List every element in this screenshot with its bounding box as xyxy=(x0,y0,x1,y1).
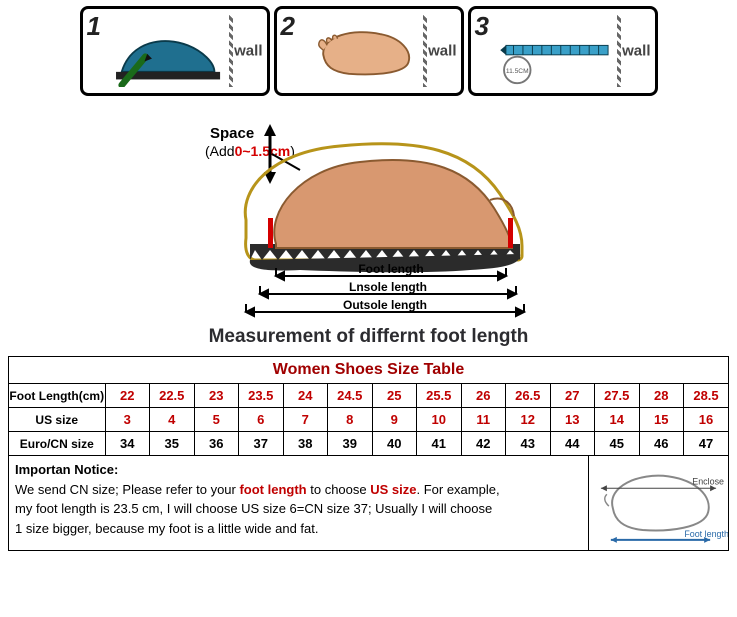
step-3-box: 3 wall 11.5CM xyxy=(468,6,658,96)
size-table-title: Women Shoes Size Table xyxy=(9,357,728,384)
step-3-wall-label: wall xyxy=(622,43,650,60)
step-2-illustration xyxy=(303,17,423,87)
svg-text:(Add0~1.5cm): (Add0~1.5cm) xyxy=(205,143,295,159)
insole-length-label: Lnsole length xyxy=(349,280,427,294)
step-3-wall-hatch xyxy=(617,15,621,87)
space-label-text: Space xyxy=(210,125,254,142)
row-foot-length-label: Foot Length(cm) xyxy=(9,384,105,408)
notice-heading-1: Importan xyxy=(15,462,71,477)
step-2-box: 2 wall xyxy=(274,6,464,96)
step-1-box: 1 wall xyxy=(80,6,270,96)
step-2-number: 2 xyxy=(281,11,295,42)
size-table-wrap: Women Shoes Size Table Foot Length(cm) 2… xyxy=(8,356,729,456)
space-label: Space xyxy=(210,125,254,142)
step-3-circle-label: 11.5CM xyxy=(505,68,528,75)
notice-text: Importan Notice: We send CN size; Please… xyxy=(9,456,588,550)
step-3-number: 3 xyxy=(475,11,489,42)
row-euro-size-label: Euro/CN size xyxy=(9,432,105,456)
measurement-steps-row: 1 wall 2 wall 3 wall xyxy=(0,0,737,96)
step-2-wall-hatch xyxy=(423,15,427,87)
diag-footlen-label: Foot length xyxy=(684,529,728,539)
main-foot-illustration: Space (Add0~1.5cm) xyxy=(0,100,737,330)
step-1-wall-label: wall xyxy=(234,43,262,60)
row-us-size-label: US size xyxy=(9,408,105,432)
step-1-number: 1 xyxy=(87,11,101,42)
step-2-wall-label: wall xyxy=(428,43,456,60)
diag-enclose-label: Enclose xyxy=(692,476,724,486)
size-table: Foot Length(cm) 22 22.5 23 23.5 24 24.5 … xyxy=(9,384,728,455)
row-foot-length: Foot Length(cm) 22 22.5 23 23.5 24 24.5 … xyxy=(9,384,728,408)
foot-length-label: Foot length xyxy=(358,262,423,276)
notice-diagram: Enclose Foot length xyxy=(588,456,728,550)
step-3-illustration: 11.5CM xyxy=(497,17,617,87)
outsole-length-label: Outsole length xyxy=(343,298,427,312)
step-1-wall-hatch xyxy=(229,15,233,87)
notice-box: Importan Notice: We send CN size; Please… xyxy=(8,456,729,551)
row-us-size: US size 3 4 5 6 7 8 9 10 11 12 13 14 15 … xyxy=(9,408,728,432)
row-euro-size: Euro/CN size 34 35 36 37 38 39 40 41 42 … xyxy=(9,432,728,456)
notice-heading-2: Notice: xyxy=(74,462,118,477)
step-1-illustration xyxy=(109,17,229,87)
